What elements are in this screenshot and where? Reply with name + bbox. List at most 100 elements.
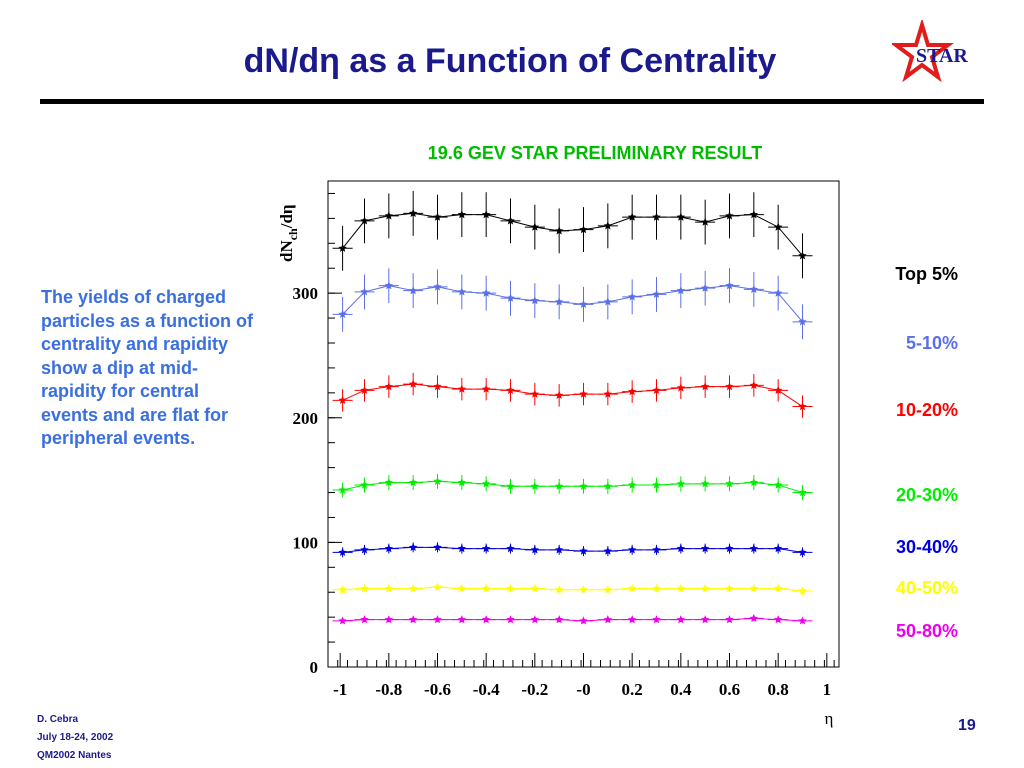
data-point — [627, 615, 637, 624]
data-point — [725, 479, 734, 488]
data-point — [433, 212, 442, 221]
data-point — [481, 584, 491, 593]
legend-label: 50-80% — [895, 621, 958, 641]
data-point — [676, 212, 686, 221]
x-tick-label: 0.2 — [622, 680, 643, 699]
data-point — [506, 615, 515, 624]
data-point — [676, 286, 686, 295]
data-point — [773, 222, 783, 231]
data-point — [433, 476, 442, 485]
data-point — [408, 542, 418, 551]
data-point — [676, 615, 686, 624]
data-point — [652, 584, 661, 593]
data-point — [530, 545, 540, 554]
data-point — [579, 616, 588, 625]
chart-subtitle: 19.6 GEV STAR PRELIMINARY RESULT — [427, 143, 763, 163]
data-point — [506, 584, 515, 593]
data-point — [457, 478, 467, 487]
data-point — [457, 584, 467, 593]
x-tick-label: 1 — [823, 680, 832, 699]
data-point — [579, 225, 588, 234]
data-point — [579, 585, 588, 594]
data-point — [554, 297, 564, 306]
slide-title: dN/dη as a Function of Centrality — [243, 42, 777, 80]
data-point — [700, 217, 710, 226]
data-point — [554, 585, 564, 594]
data-point — [433, 542, 442, 551]
data-point — [338, 547, 347, 556]
legend-label: 20-30% — [895, 485, 958, 505]
data-point — [652, 480, 661, 489]
x-tick-label: 0.8 — [768, 680, 789, 699]
data-point — [338, 309, 347, 318]
data-point — [749, 284, 759, 294]
data-point — [603, 585, 613, 594]
data-point — [506, 481, 515, 490]
data-point — [725, 382, 734, 391]
data-point — [506, 293, 515, 302]
footer-author: D. Cebra — [37, 714, 79, 725]
description-text: The yields of charged particles as a fun… — [41, 287, 254, 448]
y-tick-label: 300 — [293, 284, 319, 303]
data-point — [338, 395, 347, 404]
data-point — [798, 616, 807, 625]
data-point — [384, 584, 394, 593]
page-number: 19 — [958, 717, 976, 734]
data-point — [457, 615, 467, 624]
footer-date: July 18-24, 2002 — [37, 732, 114, 743]
x-tick-label: 0.6 — [719, 680, 740, 699]
data-point — [481, 210, 491, 219]
data-point — [360, 480, 369, 489]
data-point — [506, 216, 515, 225]
data-point — [506, 544, 515, 553]
star-logo: STAR — [892, 20, 968, 82]
data-point — [749, 210, 759, 219]
legend-label: 5-10% — [905, 333, 958, 353]
x-tick-label: -0.6 — [424, 680, 451, 699]
data-point — [408, 379, 418, 388]
title-divider — [40, 99, 984, 104]
data-point — [338, 485, 347, 494]
x-tick-label: -0.4 — [473, 680, 500, 699]
data-point — [360, 216, 369, 225]
data-point — [481, 615, 491, 624]
data-point — [603, 615, 613, 624]
data-point — [384, 281, 394, 290]
data-point — [384, 211, 394, 220]
data-point — [360, 615, 369, 624]
data-point — [773, 615, 783, 624]
data-point — [798, 317, 807, 326]
data-point — [554, 481, 564, 490]
y-tick-label: 100 — [293, 533, 319, 552]
data-point — [384, 382, 394, 391]
data-point — [676, 544, 686, 553]
data-point — [700, 382, 710, 391]
data-point — [700, 584, 710, 593]
data-point — [652, 385, 661, 394]
plot-frame — [327, 180, 840, 668]
data-point — [725, 281, 734, 290]
data-point — [338, 585, 347, 594]
data-point — [773, 544, 783, 553]
data-point — [481, 384, 491, 393]
data-point — [749, 544, 759, 553]
data-point — [798, 547, 807, 556]
data-point — [433, 615, 442, 624]
data-point — [530, 296, 540, 305]
data-point — [603, 546, 613, 555]
data-point — [652, 545, 661, 554]
data-point — [408, 286, 418, 295]
data-point — [627, 212, 637, 221]
data-point — [506, 385, 515, 394]
data-point — [749, 380, 759, 389]
data-point — [773, 584, 783, 593]
data-point — [408, 208, 418, 217]
data-point — [433, 582, 442, 591]
series-line-0 — [342, 212, 803, 257]
data-point — [700, 544, 710, 553]
data-point — [530, 389, 540, 398]
data-point — [457, 384, 467, 393]
data-point — [554, 226, 564, 235]
data-point — [603, 297, 613, 306]
logo-text: STAR — [916, 45, 968, 67]
